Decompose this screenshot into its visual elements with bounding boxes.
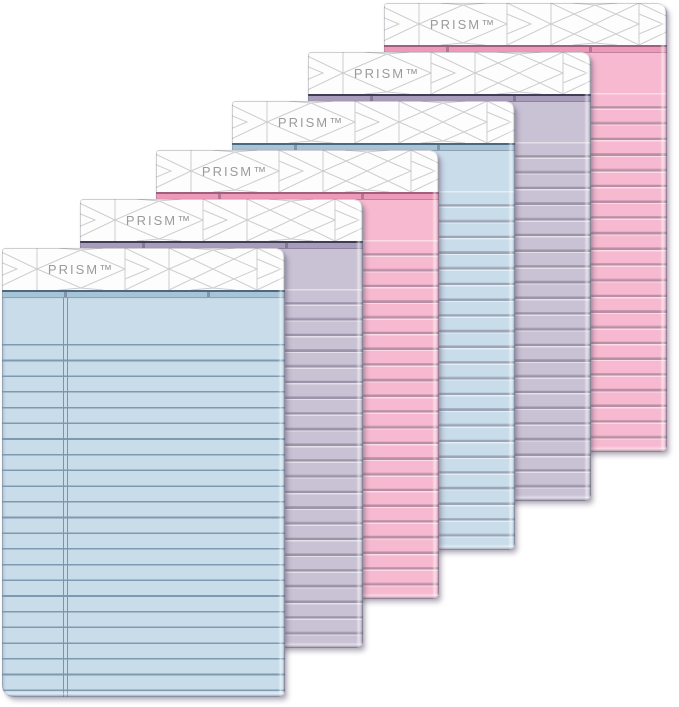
notepad-header: PRISM™	[232, 101, 515, 143]
binding-tick	[142, 243, 145, 248]
binding-tick	[285, 243, 288, 248]
binding-strip	[2, 290, 285, 298]
page-edge-right	[278, 248, 285, 697]
rule-lines	[2, 344, 285, 697]
prism-logo: PRISM™	[47, 261, 115, 277]
triangle-pattern-icon	[384, 3, 667, 45]
triangle-pattern-icon	[80, 199, 363, 241]
page-edge-right	[584, 52, 591, 501]
notepad-header: PRISM™	[156, 150, 439, 192]
binding-tick	[446, 47, 449, 52]
page-edge-bottom	[2, 691, 285, 697]
notepad-header: PRISM™	[308, 52, 591, 94]
binding-tick	[64, 292, 67, 297]
margin-line	[63, 298, 68, 697]
binding-tick	[207, 292, 210, 297]
prism-logo: PRISM™	[429, 16, 497, 32]
prism-logo: PRISM™	[353, 65, 421, 81]
binding-tick	[294, 145, 297, 150]
prism-logo: PRISM™	[125, 212, 193, 228]
page-edge-right	[356, 199, 363, 648]
triangle-pattern-icon	[232, 101, 515, 143]
binding-tick	[218, 194, 221, 199]
binding-tick	[361, 194, 364, 199]
page-edge-right	[660, 3, 667, 452]
triangle-pattern-icon	[156, 150, 439, 192]
page-edge-right	[432, 150, 439, 599]
triangle-pattern-icon	[2, 248, 285, 290]
binding-tick	[513, 96, 516, 101]
binding-tick	[589, 47, 592, 52]
prism-logo: PRISM™	[277, 114, 345, 130]
binding-tick	[370, 96, 373, 101]
page-edge-right	[508, 101, 515, 550]
prism-logo: PRISM™	[201, 163, 269, 179]
triangle-pattern-icon	[308, 52, 591, 94]
notepad-header: PRISM™	[384, 3, 667, 45]
binding-tick	[437, 145, 440, 150]
ruled-paper	[2, 298, 285, 697]
notepad-header: PRISM™	[2, 248, 285, 290]
notepad-header: PRISM™	[80, 199, 363, 241]
notepad-6-blue-front: PRISM™	[2, 248, 285, 697]
